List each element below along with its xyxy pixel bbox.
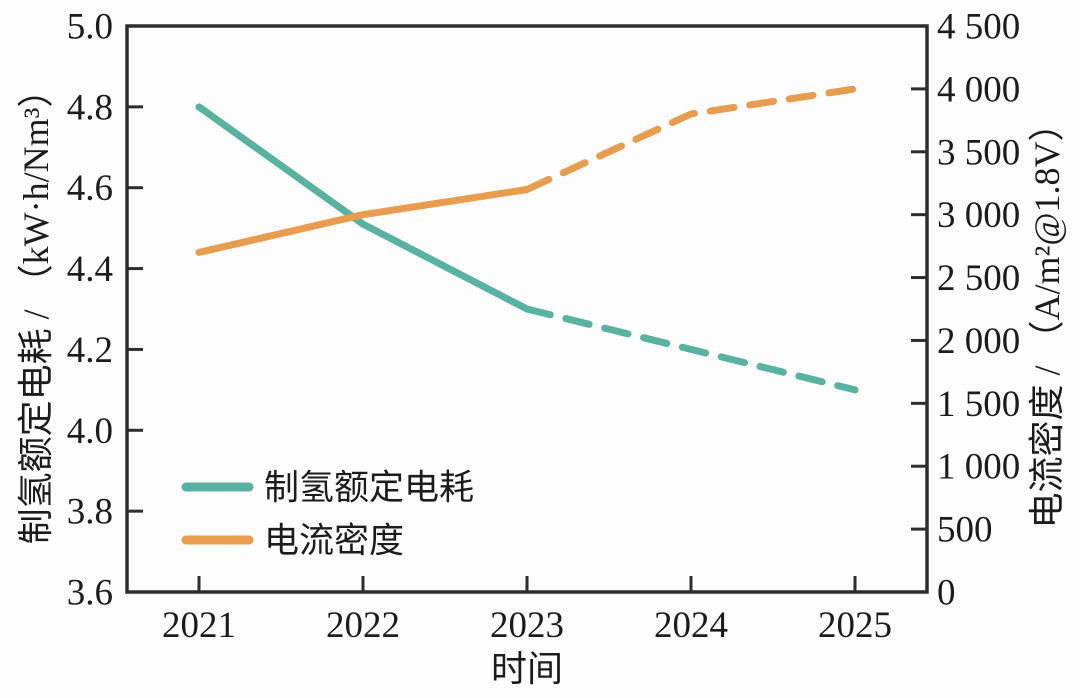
right-tick-label: 0 [937,573,956,614]
x-tick-label: 2021 [162,605,236,646]
series-line-solid-1 [195,186,531,256]
x-tick-label: 2023 [490,605,564,646]
left-tick-label: 5.0 [67,7,113,48]
right-tick-label: 1 500 [937,384,1020,425]
series-line-dashed-0 [523,305,859,394]
x-tick-label: 2022 [326,605,400,646]
right-tick-label: 2 500 [937,258,1020,299]
right-tick-label: 500 [937,510,993,551]
left-tick-label: 4.8 [67,87,113,128]
left-tick-label: 4.4 [67,249,113,290]
series-lines [195,85,859,394]
x-tick-label: 2025 [818,605,892,646]
legend: 制氢额定电耗 电流密度 [181,469,474,561]
left-tick-label: 4.2 [67,330,113,371]
left-axis-title: 制氢额定电耗 / （kW·h/Nm³） [16,72,56,545]
right-tick-label: 4 000 [937,69,1020,110]
left-tick-label: 4.6 [67,168,113,209]
right-tick-label: 3 000 [937,195,1020,236]
left-tick-label: 3.8 [67,492,113,533]
right-axis-title: 电流密度 / （A/m²@1.8V） [1027,106,1067,529]
series-line-solid-0 [195,103,531,313]
right-tick-label: 2 000 [937,321,1020,362]
left-tick-label: 4.0 [67,411,113,452]
x-axis-title: 时间 [491,649,563,689]
right-tick-label: 1 000 [937,447,1020,488]
right-tick-label: 4 500 [937,7,1020,48]
series-line-dashed-1 [523,85,859,193]
x-tick-label: 2024 [654,605,728,646]
right-tick-label: 3 500 [937,132,1020,173]
legend-label-power-consumption: 制氢额定电耗 [264,469,474,508]
left-tick-label: 3.6 [67,573,113,614]
legend-label-current-density: 电流密度 [264,522,404,561]
axis-ticks: 5.0 4.8 4.6 4.4 4.2 4.0 3.8 3.6 4 500 4 000 3 500 3… [67,7,1021,647]
